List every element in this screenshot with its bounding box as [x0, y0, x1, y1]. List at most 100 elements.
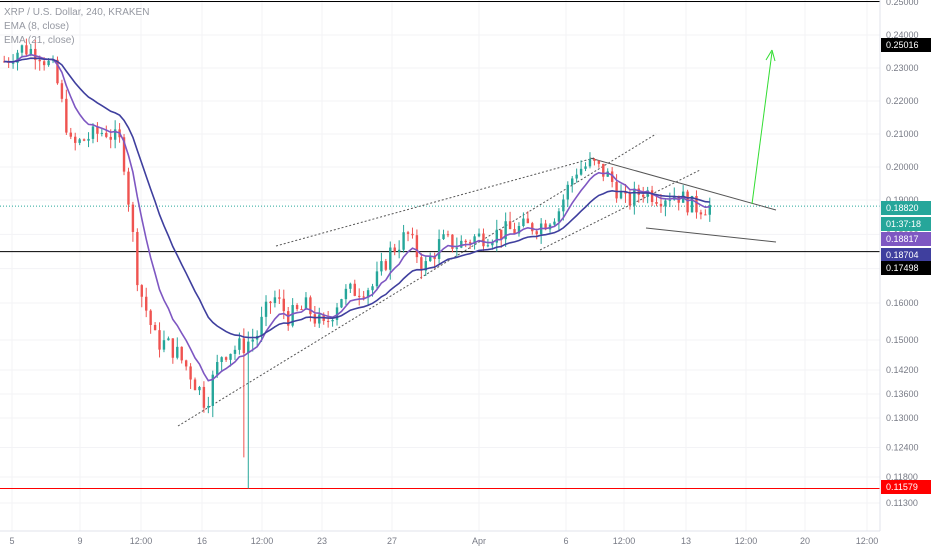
trend-line	[275, 157, 595, 247]
candle-body	[269, 301, 272, 304]
candle-body	[344, 288, 348, 300]
candle-body	[291, 305, 294, 326]
time-tick-label: 12:00	[735, 536, 758, 546]
candle-body	[207, 405, 210, 408]
candle-body	[162, 340, 166, 350]
candle-body	[588, 159, 592, 167]
time-tick-label: 13	[681, 536, 691, 546]
candle-body	[11, 62, 15, 64]
candle-body	[295, 305, 299, 310]
candle-body	[602, 163, 605, 177]
candle-body	[575, 174, 578, 179]
candle-body	[349, 283, 352, 289]
price-labels: 0.25016 0.18820 01:37:18 0.18817 0.18704 0.17…	[881, 38, 931, 494]
candle-body	[477, 233, 481, 237]
candle-body	[371, 286, 374, 291]
trend-line	[539, 169, 701, 251]
candle-body	[642, 194, 645, 197]
time-tick-label: 5	[9, 536, 14, 546]
legend-ema-slow: EMA (21, close)	[4, 35, 75, 46]
candle-body	[708, 204, 711, 215]
trend-line	[177, 133, 657, 427]
candle-body	[473, 236, 476, 244]
candle-body	[415, 235, 419, 258]
target-arrow	[751, 49, 776, 205]
candle-body	[100, 132, 104, 134]
candle-body	[242, 338, 246, 354]
candle-body	[455, 247, 459, 249]
time-tick-label: 12:00	[856, 536, 879, 546]
candle-body	[664, 200, 667, 207]
candle-body	[437, 239, 441, 259]
time-tick-label: 6	[563, 536, 568, 546]
price-tick-label: 0.21000	[886, 129, 919, 139]
candle-body	[406, 232, 410, 234]
candle-body	[251, 339, 254, 342]
candle-body	[74, 136, 77, 143]
candle-body	[47, 60, 50, 66]
candle-body	[145, 296, 148, 311]
candle-body	[517, 226, 521, 234]
price-tick-label: 0.19000	[886, 195, 919, 205]
candle-body	[468, 242, 472, 244]
candle-body	[695, 195, 698, 213]
candle-body	[606, 171, 609, 177]
price-label-box	[881, 201, 931, 215]
candle-body	[544, 223, 547, 230]
candle-body	[704, 214, 707, 216]
candle-body	[105, 132, 108, 137]
candle-body	[522, 218, 525, 227]
candle-body	[424, 261, 427, 271]
candle-body	[597, 160, 601, 164]
candle-body	[362, 296, 365, 298]
candle-body	[216, 362, 219, 375]
candle-body	[313, 314, 317, 324]
candle-body	[82, 139, 86, 141]
candle-body	[69, 132, 72, 137]
target-arrow-line	[751, 51, 773, 205]
candle-body	[109, 136, 112, 140]
candle-body	[393, 247, 396, 252]
price-tick-label: 0.20000	[886, 162, 919, 172]
candle-body	[184, 360, 188, 367]
candle-body	[504, 221, 507, 240]
ema-slow-line	[4, 57, 710, 339]
candle-body	[690, 195, 694, 213]
candle-body	[193, 379, 197, 391]
target-arrow-head	[765, 49, 776, 62]
candle-body	[380, 261, 383, 272]
candle-body	[411, 233, 414, 236]
candle-body	[579, 168, 583, 175]
candle-body	[304, 297, 308, 310]
candle-body	[167, 338, 170, 341]
price-tick-label: 0.23000	[886, 63, 919, 73]
candle-body	[397, 249, 401, 252]
price-tick-label: 0.24000	[886, 30, 919, 40]
candle-body	[42, 61, 46, 66]
candle-body	[358, 295, 361, 297]
candle-body	[113, 129, 117, 140]
candle-body	[180, 346, 183, 361]
candle-body	[615, 181, 618, 199]
price-label-box	[881, 38, 931, 52]
candle-body	[91, 126, 95, 139]
candle-body	[584, 166, 587, 169]
time-tick-label: 9	[77, 536, 82, 546]
candle-body	[553, 221, 556, 225]
candle-body	[202, 386, 206, 408]
candle-body	[20, 45, 24, 53]
candle-body	[16, 52, 19, 63]
candle-body	[495, 229, 498, 243]
candle-body	[491, 242, 494, 246]
price-label-box	[881, 217, 931, 231]
price-tick-label: 0.22000	[886, 96, 919, 106]
price-tick-label: 0.15000	[886, 335, 919, 345]
trend-line	[645, 227, 777, 243]
candle-body	[659, 203, 663, 207]
candle-body	[189, 366, 192, 380]
candle-body	[508, 221, 512, 230]
candle-body	[233, 349, 237, 354]
price-tick-label: 0.12400	[886, 443, 919, 453]
